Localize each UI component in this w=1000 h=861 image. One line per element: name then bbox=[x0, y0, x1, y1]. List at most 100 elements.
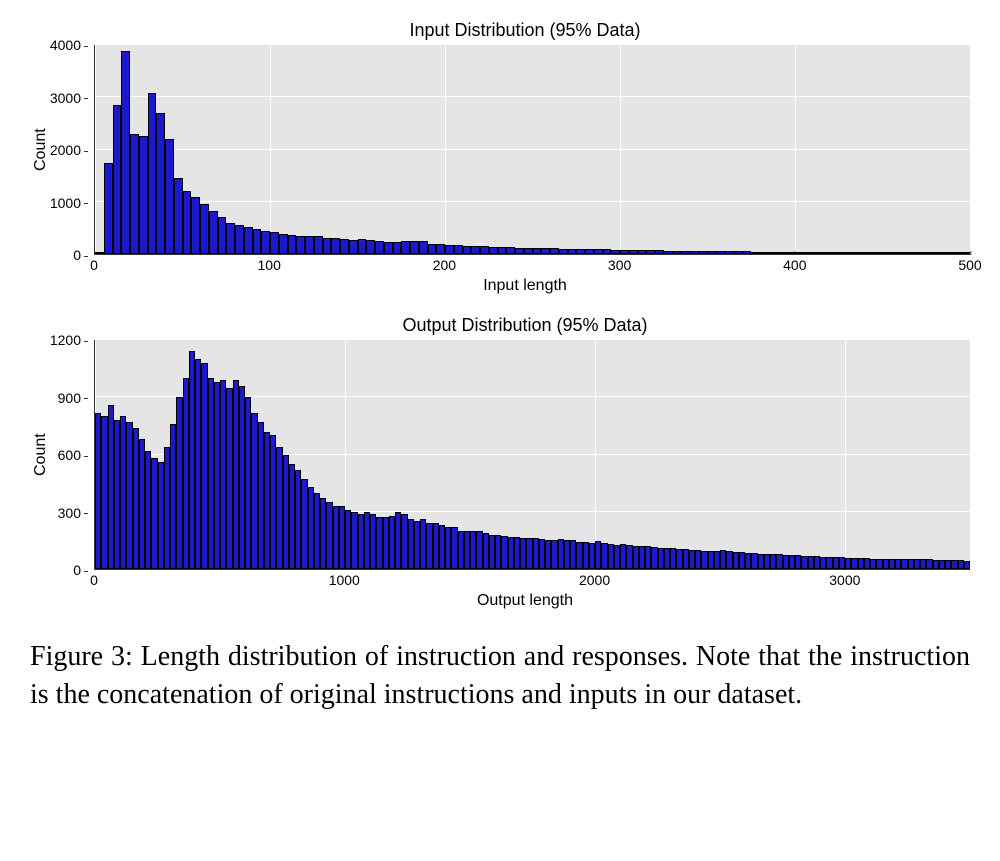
chart1-bars bbox=[95, 45, 970, 254]
figure-caption: Figure 3: Length distribution of instruc… bbox=[30, 638, 970, 714]
x-tick-label: 100 bbox=[258, 257, 281, 273]
chart1-x-ticks: 0100200300400500 bbox=[94, 255, 970, 275]
histogram-bar bbox=[611, 250, 620, 254]
histogram-bar bbox=[174, 178, 183, 254]
histogram-bar bbox=[489, 247, 498, 254]
histogram-bar bbox=[401, 241, 410, 254]
histogram-bar bbox=[305, 236, 314, 254]
histogram-bar bbox=[113, 105, 122, 254]
histogram-bar bbox=[288, 235, 297, 254]
histogram-bar bbox=[393, 242, 402, 254]
histogram-bar bbox=[760, 252, 769, 254]
histogram-bar bbox=[279, 234, 288, 254]
histogram-bar bbox=[550, 248, 559, 254]
histogram-bar bbox=[821, 252, 830, 254]
histogram-bar bbox=[568, 249, 577, 254]
histogram-bar bbox=[296, 236, 305, 254]
histogram-bar bbox=[410, 241, 419, 254]
histogram-bar bbox=[883, 252, 892, 254]
y-tick-label: 600 bbox=[58, 447, 88, 463]
histogram-bar bbox=[331, 238, 340, 254]
histogram-bar bbox=[856, 252, 865, 254]
histogram-bar bbox=[751, 252, 760, 254]
histogram-bar bbox=[638, 250, 647, 254]
histogram-bar bbox=[270, 232, 279, 254]
histogram-bar bbox=[964, 561, 970, 569]
histogram-bar bbox=[559, 249, 568, 254]
y-tick-label: 900 bbox=[58, 390, 88, 406]
chart2-title: Output Distribution (95% Data) bbox=[80, 315, 970, 336]
histogram-bar bbox=[218, 217, 227, 254]
chart2-y-ticks: 03006009001200 bbox=[48, 340, 94, 570]
histogram-bar bbox=[524, 248, 533, 254]
histogram-bar bbox=[935, 252, 944, 254]
histogram-bar bbox=[804, 252, 813, 254]
histogram-bar bbox=[226, 223, 235, 254]
histogram-bar bbox=[708, 251, 717, 254]
histogram-bar bbox=[463, 246, 472, 254]
histogram-bar bbox=[734, 251, 743, 254]
histogram-bar bbox=[253, 229, 262, 254]
histogram-bar bbox=[594, 249, 603, 254]
y-tick-label: 0 bbox=[73, 247, 88, 263]
chart1-plot-area bbox=[94, 45, 970, 255]
histogram-bar bbox=[839, 252, 848, 254]
histogram-bar bbox=[358, 239, 367, 254]
histogram-bar bbox=[769, 252, 778, 254]
y-tick-label: 3000 bbox=[50, 90, 88, 106]
x-tick-label: 3000 bbox=[829, 572, 860, 588]
histogram-bar bbox=[620, 250, 629, 254]
histogram-bar bbox=[874, 252, 883, 254]
x-tick-label: 400 bbox=[783, 257, 806, 273]
histogram-bar bbox=[865, 252, 874, 254]
histogram-bar bbox=[471, 246, 480, 254]
histogram-bar bbox=[813, 252, 822, 254]
x-tick-label: 1000 bbox=[329, 572, 360, 588]
x-tick-label: 0 bbox=[90, 257, 98, 273]
histogram-bar bbox=[445, 245, 454, 254]
histogram-bar bbox=[786, 252, 795, 254]
histogram-bar bbox=[576, 249, 585, 254]
histogram-bar bbox=[603, 249, 612, 254]
histogram-bar bbox=[340, 239, 349, 254]
y-tick-label: 1000 bbox=[50, 195, 88, 211]
figure-wrapper: Input Distribution (95% Data) Count 0100… bbox=[30, 20, 970, 714]
chart2-x-ticks: 0100020003000 bbox=[94, 570, 970, 590]
chart2-xlabel: Output length bbox=[80, 592, 970, 610]
histogram-bar bbox=[366, 240, 375, 254]
histogram-bar bbox=[121, 51, 130, 254]
histogram-bar bbox=[314, 236, 323, 254]
histogram-bar bbox=[506, 247, 515, 254]
histogram-bar bbox=[104, 163, 113, 254]
y-tick-label: 300 bbox=[58, 505, 88, 521]
x-tick-label: 200 bbox=[433, 257, 456, 273]
histogram-bar bbox=[235, 225, 244, 254]
histogram-bar bbox=[848, 252, 857, 254]
histogram-bar bbox=[200, 204, 209, 254]
chart2-plot-area bbox=[94, 340, 970, 570]
histogram-bar bbox=[664, 251, 673, 254]
histogram-bar bbox=[629, 250, 638, 254]
histogram-bar bbox=[909, 252, 918, 254]
histogram-bar bbox=[436, 244, 445, 254]
histogram-bar bbox=[480, 246, 489, 254]
histogram-bar bbox=[944, 252, 953, 254]
histogram-bar bbox=[244, 227, 253, 254]
histogram-bar bbox=[918, 252, 927, 254]
chart2-bars bbox=[95, 340, 970, 569]
histogram-bar bbox=[926, 252, 935, 254]
histogram-bar bbox=[349, 240, 358, 254]
histogram-bar bbox=[961, 252, 970, 254]
histogram-bar bbox=[454, 245, 463, 254]
histogram-bar bbox=[191, 197, 200, 254]
input-distribution-chart: Input Distribution (95% Data) Count 0100… bbox=[30, 20, 970, 295]
x-tick-label: 2000 bbox=[579, 572, 610, 588]
y-tick-label: 4000 bbox=[50, 37, 88, 53]
histogram-bar bbox=[139, 136, 148, 254]
histogram-bar bbox=[541, 248, 550, 254]
histogram-bar bbox=[165, 139, 174, 254]
y-tick-label: 0 bbox=[73, 562, 88, 578]
histogram-bar bbox=[655, 250, 664, 254]
histogram-bar bbox=[743, 251, 752, 254]
chart1-xlabel: Input length bbox=[80, 277, 970, 295]
